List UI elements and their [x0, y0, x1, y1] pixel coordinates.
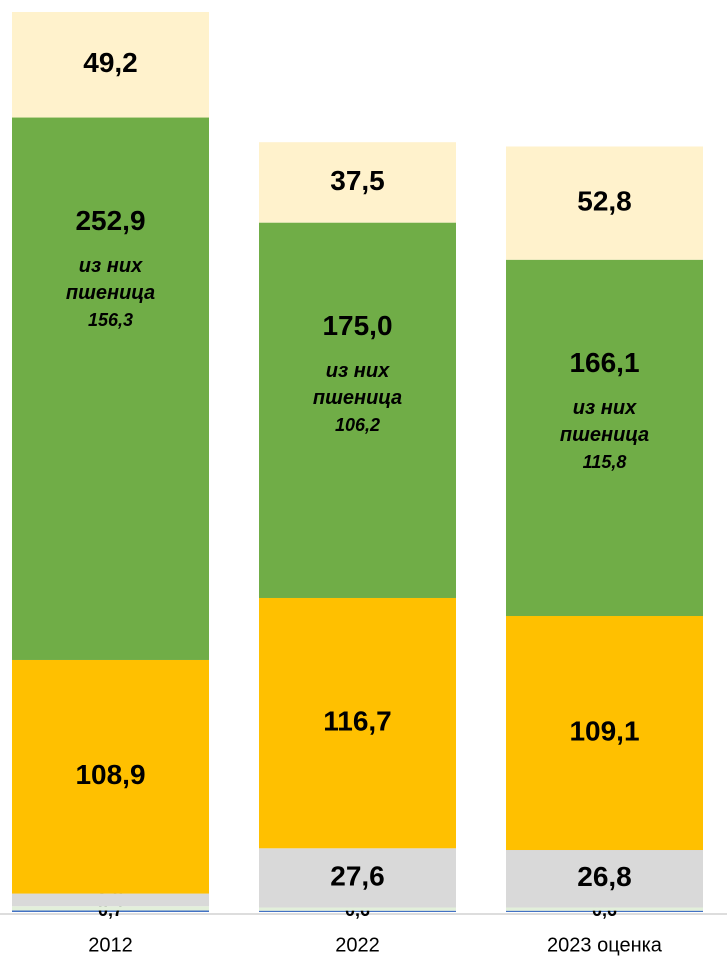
wheat-value: 156,3: [87, 309, 134, 330]
bar-segment: [506, 850, 703, 908]
bar-segment: [506, 910, 703, 912]
wheat-label: из них пшеница: [559, 396, 650, 446]
wheat-annotation: из них пшеница 115,8: [540, 395, 670, 476]
value-label: 49,2: [83, 47, 138, 78]
value-label: 27,6: [330, 860, 385, 891]
wheat-value: 115,8: [582, 451, 627, 472]
bar-segment: [259, 848, 456, 908]
bar-segment: [12, 893, 209, 907]
bar-segment: [259, 142, 456, 223]
bar-segment: [12, 659, 209, 894]
bar-segment: [259, 597, 456, 849]
wheat-annotation: из них пшеница 106,2: [293, 358, 423, 439]
value-label: 252,9: [75, 205, 145, 236]
value-label: 175,0: [322, 310, 392, 341]
value-label: 116,7: [323, 706, 392, 737]
bar-segment: [506, 616, 703, 851]
bar-segment: [259, 907, 456, 911]
bar-segment: [12, 12, 209, 118]
value-label: 109,1: [569, 715, 639, 746]
bar-segment: [259, 910, 456, 912]
bar-segment: [12, 910, 209, 912]
bar-segment: [12, 906, 209, 911]
wheat-label: из них пшеница: [65, 254, 156, 304]
bar-segment: [506, 907, 703, 911]
x-tick-label: 2023 оценка: [547, 934, 663, 956]
bar-segment: [506, 259, 703, 617]
x-tick-label: 2022: [335, 934, 380, 956]
value-label: 26,8: [577, 861, 632, 892]
value-label: 37,5: [330, 165, 385, 196]
bar-segment: [12, 117, 209, 660]
wheat-annotation: из них пшеница 156,3: [46, 253, 176, 334]
wheat-label: из них пшеница: [312, 359, 403, 409]
value-label: 52,8: [577, 186, 632, 217]
value-label: 166,1: [569, 347, 639, 378]
wheat-value: 106,2: [334, 414, 381, 435]
bar-segment: [506, 146, 703, 260]
bar-segment: [259, 222, 456, 598]
value-label: 108,9: [75, 759, 145, 790]
x-tick-label: 2012: [88, 934, 133, 956]
